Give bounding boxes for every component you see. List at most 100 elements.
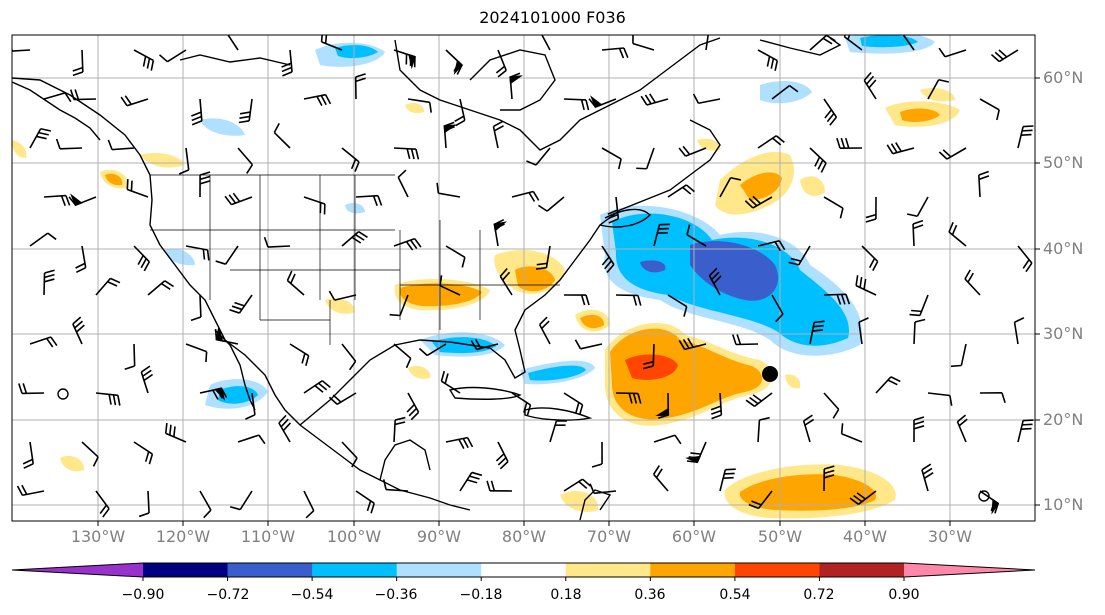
wind-barb (563, 478, 591, 492)
lon-label-80w: 80°W (501, 527, 547, 546)
graticule (12, 35, 1035, 521)
wind-barb (921, 463, 934, 492)
wind-barb (81, 441, 99, 467)
wind-barb (979, 98, 1000, 121)
colorbar-segment (819, 563, 905, 577)
wind-barb (382, 479, 409, 492)
colorbar-tick-label: 0.90 (888, 587, 920, 603)
lon-label-60w: 60°W (671, 527, 717, 546)
wind-barb (549, 420, 567, 443)
wind-barb (652, 465, 669, 492)
colorbar-segment (227, 563, 313, 577)
wind-barb (133, 49, 155, 71)
wind-barb (454, 98, 466, 127)
wind-barb (686, 224, 707, 247)
colorbar-tick-label: −0.54 (290, 587, 334, 603)
lon-label-130w: 130°W (70, 527, 126, 546)
wind-barb (823, 293, 851, 305)
wind-barb (809, 320, 825, 345)
wind-barb (757, 416, 770, 443)
wind-barb (229, 294, 253, 314)
wind-barb (486, 480, 513, 492)
wind-barb (29, 336, 58, 348)
wind-barb (418, 343, 447, 357)
colorbar-tick-label: 0.18 (550, 587, 582, 603)
wind-barb (237, 147, 254, 174)
wind-barb (303, 380, 331, 394)
wind-barb (1017, 419, 1034, 443)
wind-barb (615, 294, 642, 306)
wind-barb (389, 294, 409, 317)
state-borders (150, 174, 560, 345)
wind-barb (948, 222, 967, 247)
wind-barb (535, 245, 551, 270)
wind-barb (493, 218, 507, 247)
colorbar-extend-high (904, 563, 1035, 577)
wind-barb (685, 441, 707, 464)
wind-barb (809, 35, 836, 51)
wind-barb (185, 245, 210, 261)
wind-barb (303, 490, 315, 519)
colorbar-tick-label: −0.18 (459, 587, 503, 603)
wind-barb (397, 169, 409, 198)
wind-barb (927, 392, 953, 406)
lat-label-60n: 60°N (1043, 68, 1084, 87)
wind-barb (445, 245, 466, 268)
wind-barb (406, 392, 420, 421)
wind-barb (875, 376, 901, 394)
wind-barb (214, 326, 239, 345)
wind-barb (341, 147, 360, 172)
wind-barb (492, 120, 504, 149)
coastlines (12, 37, 842, 521)
wind-barb (69, 89, 97, 101)
wind-barbs (12, 35, 1034, 519)
wind-barb (75, 245, 87, 274)
wind-barb (526, 147, 551, 166)
lon-label-120w: 120°W (155, 527, 211, 546)
wind-barb (861, 245, 879, 272)
map-title: 2024101000 F036 (479, 8, 626, 27)
wind-barb (909, 294, 929, 317)
wind-barb (640, 93, 669, 106)
wind-barb (355, 490, 375, 514)
wind-barb (95, 277, 121, 296)
wind-barb (732, 334, 759, 346)
wind-barb (286, 270, 305, 296)
wind-barb (190, 294, 202, 322)
wind-barb (849, 490, 877, 505)
wind-barb (788, 245, 811, 266)
wind-barb (956, 414, 968, 443)
wind-barb (495, 441, 509, 470)
colorbar-tick-label: −0.90 (121, 587, 165, 603)
lat-label-10n: 10°N (1043, 495, 1084, 514)
wind-barb (678, 145, 707, 157)
wind-barb (445, 49, 464, 76)
wind-barb (158, 49, 187, 63)
wind-barb (328, 392, 357, 405)
wind-barb (601, 147, 622, 170)
colorbar-segment (312, 563, 398, 577)
wind-barb (823, 196, 844, 219)
wind-barb (938, 47, 967, 58)
wind-barb (443, 121, 458, 149)
wind-barb (407, 98, 432, 113)
wind-barb (823, 465, 835, 492)
wind-barb (537, 196, 565, 212)
wind-barb (29, 232, 57, 247)
wind-barb (178, 147, 190, 175)
wind-barb (913, 416, 925, 443)
wind-barb (858, 317, 869, 345)
wind-barb (229, 490, 253, 511)
wind-barb (757, 239, 786, 252)
wind-barb (126, 179, 149, 198)
wind-barb (341, 343, 357, 371)
wind-barb (906, 196, 929, 218)
lon-label-100w: 100°W (326, 527, 382, 546)
wind-barb (823, 392, 840, 419)
lon-label-40w: 40°W (842, 527, 888, 546)
wind-barb (393, 416, 406, 443)
wind-barb (95, 392, 121, 406)
wind-barb (43, 194, 71, 206)
wind-barb (809, 147, 827, 173)
lon-label-110w: 110°W (240, 527, 296, 546)
